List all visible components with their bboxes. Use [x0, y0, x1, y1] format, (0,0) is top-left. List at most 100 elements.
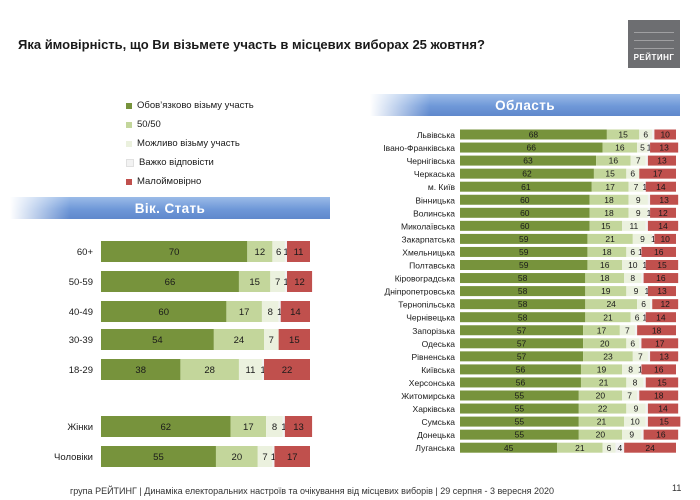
bar-segment [284, 271, 288, 292]
data-label: 11 [245, 365, 255, 376]
data-label: 16 [615, 143, 625, 153]
data-label: 54 [152, 335, 163, 346]
category-label: Дніпропетровська [384, 287, 455, 297]
bar-segment [580, 364, 622, 375]
legend-label: Малоймовірно [137, 176, 202, 187]
category-label: 60+ [77, 247, 94, 258]
category-label: Львівська [417, 130, 455, 140]
data-label: 66 [165, 277, 176, 288]
bar-segment [585, 299, 638, 310]
data-label: 15 [289, 335, 300, 346]
bar-segment [645, 312, 676, 323]
region-banner: Область [370, 94, 680, 116]
data-label: 17 [239, 307, 250, 318]
bar-segment [460, 312, 586, 323]
bar-segment [602, 142, 638, 153]
bar-segment [460, 155, 597, 166]
bar-segment [639, 364, 642, 375]
data-label: 1 [281, 422, 286, 433]
bar-segment [270, 271, 285, 292]
data-label: 14 [658, 221, 668, 231]
data-label: 24 [645, 443, 655, 453]
bar-segment [460, 286, 586, 297]
bar-segment [213, 329, 265, 350]
bar-segment [585, 286, 627, 297]
bar-segment [247, 241, 273, 262]
bar-segment [626, 338, 640, 349]
category-label: Сумська [422, 417, 456, 427]
data-label: 6 [276, 247, 281, 258]
bar-segment [643, 181, 646, 192]
data-label: 20 [596, 391, 606, 401]
data-label: 16 [656, 430, 666, 440]
data-label: 1 [644, 286, 649, 296]
data-label: 17 [653, 169, 663, 179]
legend-swatch [126, 121, 132, 128]
data-label: 9 [636, 208, 641, 218]
bar-segment [583, 325, 620, 336]
data-label: 16 [656, 273, 666, 283]
data-label: 9 [634, 286, 639, 296]
data-label: 59 [519, 247, 529, 257]
bar-segment [226, 301, 262, 322]
data-label: 61 [521, 182, 531, 192]
data-label: 1 [638, 247, 643, 257]
data-label: 22 [598, 404, 608, 414]
bar-segment [230, 416, 267, 437]
bar-segment [460, 325, 584, 336]
bar-segment [645, 181, 676, 192]
data-label: 9 [629, 430, 634, 440]
data-label: 4 [617, 443, 622, 453]
bar-segment [583, 338, 627, 349]
bar-segment [624, 442, 676, 453]
bar-segment [645, 220, 648, 231]
data-label: 6 [641, 299, 646, 309]
bar-segment [652, 129, 655, 140]
data-label: 55 [153, 452, 164, 463]
bar-segment [630, 312, 644, 323]
bar-segment [634, 325, 638, 336]
bar-segment [460, 220, 590, 231]
bar-segment [272, 446, 275, 467]
bar-segment [460, 260, 588, 270]
bar-segment [628, 194, 648, 205]
brand-logo: РЕЙТИНГ [628, 20, 680, 68]
category-label: Миколаївська [401, 221, 455, 231]
bar-segment [654, 129, 676, 140]
bar-segment [261, 359, 265, 380]
data-label: 8 [633, 378, 638, 388]
bar-segment [632, 351, 648, 362]
bar-segment [585, 312, 631, 323]
data-label: 55 [515, 417, 525, 427]
data-label: 1 [647, 143, 652, 153]
bar-segment [639, 338, 642, 349]
category-label: Чернігівська [407, 156, 456, 166]
bar-segment [647, 155, 676, 166]
chart-legend: Обов’язково візьму участь 50/50 Можливо ві… [126, 96, 254, 191]
data-label: 20 [232, 452, 243, 463]
category-label: Херсонська [409, 378, 455, 388]
bar-segment [643, 260, 646, 270]
bar-segment [641, 338, 679, 349]
data-label: 12 [255, 247, 266, 258]
legend-swatch [126, 102, 132, 109]
category-label: м. Київ [428, 182, 456, 192]
category-label: Чернівецька [406, 313, 455, 323]
category-label: Черкаська [414, 169, 455, 179]
bar-segment [266, 416, 283, 437]
bar-segment [278, 301, 281, 322]
data-label: 14 [656, 312, 666, 322]
bar-segment [460, 338, 584, 349]
data-label: 22 [282, 365, 293, 376]
category-label: Донецька [417, 430, 455, 440]
bar-segment [238, 271, 271, 292]
bar-segment [643, 273, 679, 284]
bar-segment [639, 390, 679, 401]
bar-segment [647, 351, 651, 362]
age-gender-banner: Вік. Стать [10, 197, 330, 219]
data-label: 14 [658, 404, 668, 414]
data-label: 1 [260, 365, 265, 376]
category-label: Полтавська [409, 261, 455, 271]
data-label: 1 [271, 452, 276, 463]
bar-segment [637, 325, 676, 336]
